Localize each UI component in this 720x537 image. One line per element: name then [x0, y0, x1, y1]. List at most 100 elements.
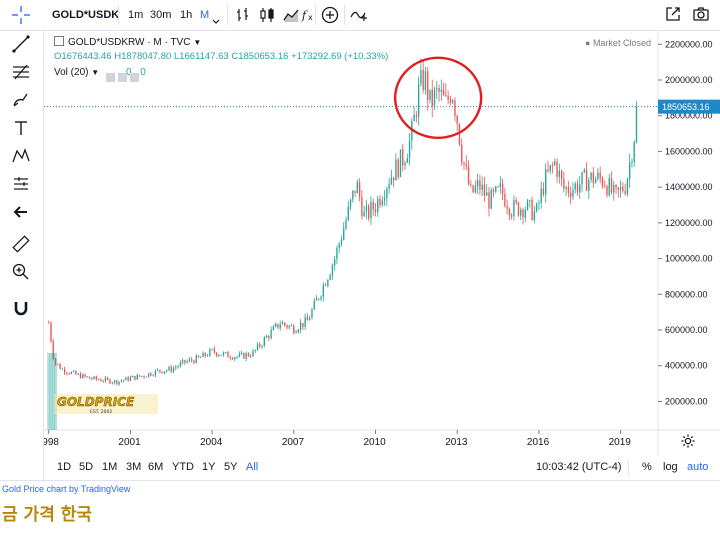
symbol-button[interactable]: GOLD*USDK [52, 9, 120, 21]
time-axis: 1998 2001 2004 2007 2010 2013 2016 2019 [44, 430, 631, 448]
percent-toggle[interactable]: % [642, 461, 652, 473]
log-toggle[interactable]: log [663, 461, 678, 473]
candle-body [467, 166, 470, 185]
fib-retracement-icon[interactable] [9, 60, 33, 84]
candle-body [288, 325, 290, 328]
candle-body [159, 369, 161, 372]
candle-body [488, 192, 490, 209]
price-tick-label: 600000.00 [665, 325, 708, 335]
area-style-icon[interactable] [282, 6, 300, 29]
candle-body [57, 363, 59, 365]
chart-pane[interactable]: 200000.00 400000.00 600000.00 800000.00 1000… [44, 30, 720, 480]
candle-body [195, 355, 197, 363]
tradingview-credit-link[interactable]: Gold Price chart by TradingView [2, 484, 131, 494]
candle-body [585, 169, 588, 191]
snapshot-share-icon[interactable] [664, 5, 682, 28]
candle-body [433, 89, 436, 106]
range-3m[interactable]: 3M [126, 461, 142, 473]
candle-body [231, 358, 234, 360]
clock-readout[interactable]: 10:03:42 (UTC-4) [536, 461, 622, 473]
candle-body [129, 377, 132, 381]
range-ytd[interactable]: YTD [172, 461, 194, 473]
crosshair-icon[interactable] [10, 4, 32, 26]
magnet-icon[interactable] [9, 296, 33, 320]
camera-icon[interactable] [692, 5, 710, 28]
candle-body [413, 114, 415, 122]
candle-body [333, 259, 336, 266]
range-5y[interactable]: 5Y [224, 461, 238, 473]
eye-icon[interactable] [106, 73, 115, 82]
trendline-icon[interactable] [9, 32, 33, 56]
candle-body [206, 355, 209, 357]
chevron-down-icon[interactable] [212, 12, 220, 30]
ruler-icon[interactable] [9, 232, 33, 256]
brush-icon[interactable] [9, 88, 33, 112]
range-6m[interactable]: 6M [148, 461, 164, 473]
range-1m[interactable]: 1M [102, 461, 118, 473]
range-1d[interactable]: 1D [57, 461, 72, 473]
interval-1h[interactable]: 1h [180, 9, 193, 21]
interval-monthly[interactable]: M [200, 9, 210, 21]
auto-toggle[interactable]: auto [687, 461, 709, 473]
time-tick-label: 2001 [118, 437, 141, 448]
volume-label[interactable]: Vol (20) [54, 67, 89, 78]
chart-settings-icon[interactable] [680, 433, 696, 454]
candle-body [263, 337, 265, 346]
collapse-icon[interactable] [54, 36, 64, 46]
candle-body [197, 355, 200, 358]
candle-body [465, 164, 467, 167]
text-tool-icon[interactable] [9, 116, 33, 140]
range-1y[interactable]: 1Y [202, 461, 216, 473]
candle-body [361, 196, 363, 217]
candle-body [141, 376, 143, 377]
indicators-icon[interactable] [349, 6, 369, 29]
legend-title[interactable]: GOLD*USDKRW · M · TVC [68, 37, 191, 48]
back-arrow-icon[interactable] [9, 200, 33, 224]
candle-body [193, 360, 195, 363]
candle-body [313, 300, 315, 310]
time-tick-label: 1998 [44, 437, 59, 448]
range-5d[interactable]: 5D [79, 461, 94, 473]
candle-body [77, 373, 79, 375]
candle-body [134, 376, 136, 380]
candle-body [327, 279, 329, 286]
price-tick-label: 1000000.00 [665, 254, 713, 264]
candle-body [225, 352, 227, 353]
candle-body [565, 186, 567, 189]
candle-body [479, 180, 481, 190]
chevron-down-icon[interactable]: ▼ [91, 68, 100, 77]
candle-body [340, 239, 343, 244]
candle-body [315, 298, 318, 301]
settings-icon[interactable] [118, 73, 127, 82]
range-all[interactable]: All [246, 461, 259, 473]
chevron-down-icon[interactable]: ▼ [193, 38, 202, 47]
candle-body [202, 352, 204, 358]
interval-30m[interactable]: 30m [150, 9, 172, 21]
volume-bar [53, 352, 58, 430]
candle-body [431, 89, 433, 106]
pattern-icon[interactable] [9, 144, 33, 168]
candle-body [506, 206, 508, 209]
candles-style-icon[interactable] [258, 6, 276, 29]
bar-chart-style-icon[interactable] [234, 6, 252, 29]
interval-1m[interactable]: 1m [128, 9, 144, 21]
candle-body [215, 352, 218, 356]
candle-body [156, 369, 159, 371]
prediction-icon[interactable] [9, 172, 33, 196]
candle-body [551, 165, 554, 166]
compare-add-icon[interactable] [320, 5, 340, 30]
close-icon[interactable] [130, 73, 139, 82]
candle-body [50, 322, 52, 342]
candle-body [483, 184, 486, 196]
price-tick-label: 1400000.00 [665, 182, 713, 192]
candle-body [109, 379, 111, 384]
candle-body [277, 323, 279, 328]
candle-body [184, 360, 186, 363]
zoom-in-icon[interactable] [9, 260, 33, 284]
candle-series [48, 58, 638, 387]
candle-body [606, 186, 608, 196]
candle-body [540, 188, 542, 204]
candle-body [279, 324, 281, 328]
candle-body [345, 219, 347, 229]
